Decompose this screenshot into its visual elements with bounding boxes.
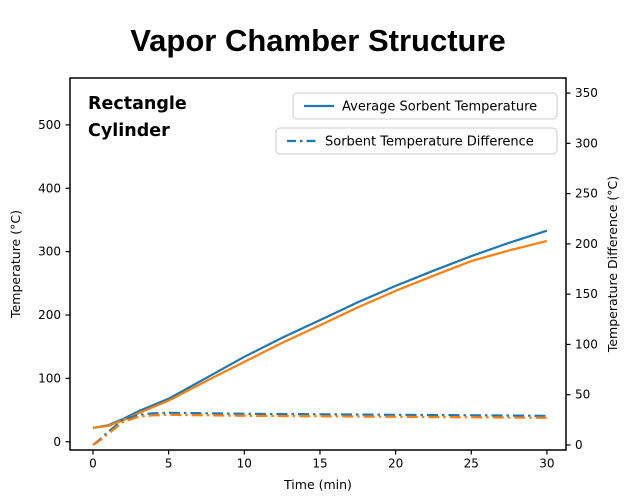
series-line-cylinder-average-sorbent-temperature xyxy=(92,229,548,429)
y-right-tick-label: 150 xyxy=(575,287,598,301)
y-left-tick-label: 200 xyxy=(38,308,61,322)
y-right-tick-label: 350 xyxy=(575,86,598,100)
y-left-tick-label: 400 xyxy=(38,181,61,195)
x-tick-label: 25 xyxy=(464,457,479,471)
x-tick-label: 0 xyxy=(89,457,97,471)
annotation-cylinder: Cylinder xyxy=(88,121,170,141)
chart-title: Vapor Chamber Structure xyxy=(130,23,506,58)
legend-label: Sorbent Temperature Difference xyxy=(325,135,534,150)
series-line-rectangle-sorbent-temperature-difference xyxy=(92,413,547,446)
y-axis-label-right: Temperature Difference (°C) xyxy=(605,176,620,353)
x-tick-label: 5 xyxy=(165,457,173,471)
y-right-tick-label: 200 xyxy=(575,237,598,251)
y-axis-label-left: Temperature (°C) xyxy=(8,210,23,319)
x-tick-label: 10 xyxy=(237,457,252,471)
y-left-tick-label: 500 xyxy=(38,118,61,132)
y-left-tick-label: 300 xyxy=(38,245,61,259)
series-line-rectangle-average-sorbent-temperature xyxy=(92,239,548,429)
y-right-tick-label: 100 xyxy=(575,337,598,351)
plot-area-border xyxy=(69,77,567,451)
y-right-tick-label: 50 xyxy=(575,388,590,402)
y-left-tick-label: 0 xyxy=(53,435,61,449)
x-axis-label: Time (min) xyxy=(283,477,352,492)
x-tick-label: 30 xyxy=(539,457,554,471)
y-right-tick-label: 0 xyxy=(575,438,583,452)
x-tick-label: 20 xyxy=(388,457,403,471)
annotation-rectangle: Rectangle xyxy=(88,94,187,114)
legend-box xyxy=(292,92,558,120)
chart-dynamic-layer: 0 5 10 15 20 25 300100200300400500050100150200… xyxy=(38,86,598,470)
x-tick-label: 15 xyxy=(312,457,327,471)
y-left-tick-label: 100 xyxy=(38,371,61,385)
y-right-tick-label: 300 xyxy=(575,136,598,150)
series-line-cylinder-sorbent-temperature-difference xyxy=(92,411,547,446)
legend-label: Average Sorbent Temperature xyxy=(342,100,537,115)
legend-box xyxy=(275,127,558,155)
y-right-tick-label: 250 xyxy=(575,187,598,201)
